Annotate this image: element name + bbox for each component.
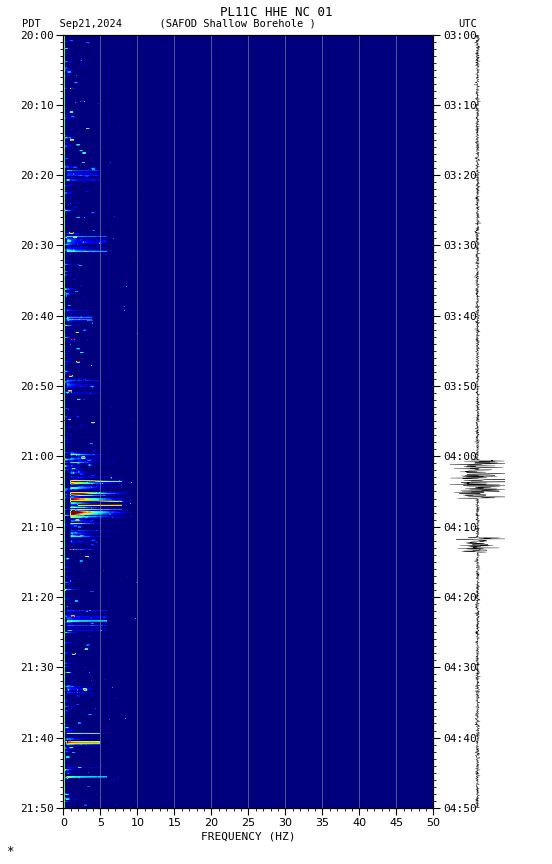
Text: PL11C HHE NC 01: PL11C HHE NC 01 bbox=[220, 6, 332, 19]
Text: *: * bbox=[6, 845, 13, 858]
Text: UTC: UTC bbox=[458, 19, 477, 29]
Text: PDT   Sep21,2024      (SAFOD Shallow Borehole ): PDT Sep21,2024 (SAFOD Shallow Borehole ) bbox=[22, 19, 316, 29]
X-axis label: FREQUENCY (HZ): FREQUENCY (HZ) bbox=[201, 832, 296, 842]
